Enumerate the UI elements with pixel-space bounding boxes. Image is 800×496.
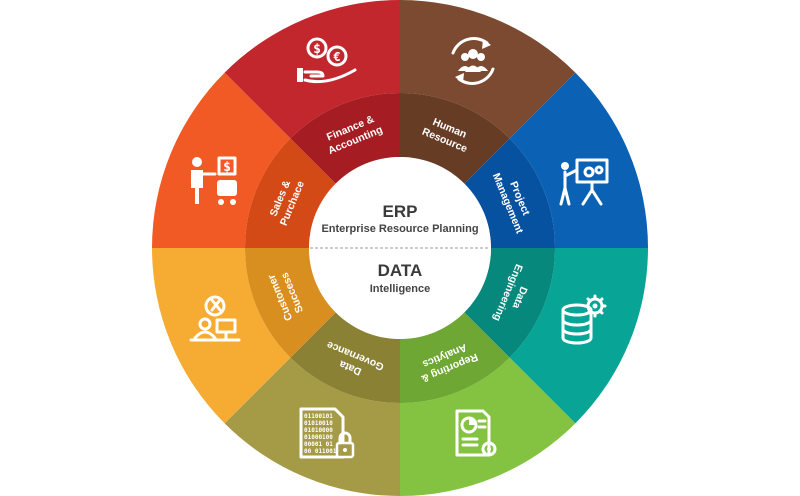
data-title: DATA [378,261,423,280]
inner-segment-reporting-analytics [400,312,510,403]
segment-finance-accounting [224,0,400,139]
segment-customer-success [152,248,291,424]
inner-segment-data-engineering [464,248,555,358]
binary-line: 01010000 [304,427,333,434]
sales-dollar: $ [223,160,231,175]
erp-subtitle: Enterprise Resource Planning [321,223,478,235]
inner-segment-customer-success [245,248,336,358]
segment-human-resource [400,0,576,139]
support-desk-icon [189,295,241,342]
binary-line: 01100101 [304,413,333,420]
center-hub: ERP Enterprise Resource Planning DATA In… [309,157,491,339]
segment-data-engineering [509,248,648,424]
inner-segment-human-resource [400,93,510,184]
people-cycle-icon [451,37,495,85]
dollar-sign: $ [313,42,321,57]
money-hand-icon: $ € [297,37,357,84]
binary-line: 00 011001 [304,448,337,455]
segment-sales-purchase [152,72,291,249]
binary-line: 01010010 [304,420,333,427]
database-gear-icon [561,294,607,345]
erp-title: ERP [383,202,418,221]
inner-ring [245,93,555,403]
data-subtitle: Intelligence [370,283,431,295]
euro-sign: € [333,50,340,64]
inner-segment-sales-purchase [245,138,336,248]
binary-line: 01000100 [304,434,333,441]
binary-file-lock-icon: 01100101 01010010 01010000 01000100 0000… [299,407,355,459]
segment-data-governance [224,357,400,496]
inner-segment-project-management [464,138,555,248]
presentation-board-icon [559,158,609,206]
inner-segment-finance-accounting [290,93,400,184]
binary-line: 00001 01 [304,441,333,448]
inner-segment-data-governance [290,312,400,403]
report-chart-icon [455,409,497,457]
sales-cart-icon: $ [191,156,237,205]
